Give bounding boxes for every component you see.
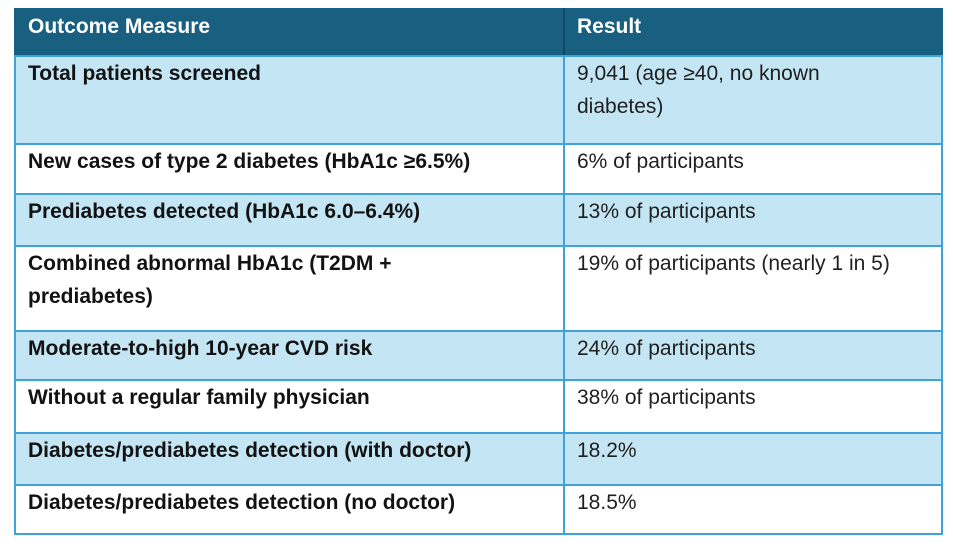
- header-row: Outcome Measure Result: [14, 8, 943, 57]
- measure-cell: New cases of type 2 diabetes (HbA1c ≥6.5…: [14, 143, 565, 195]
- result-cell: 18.2%: [563, 432, 943, 486]
- result-cell: 38% of participants: [563, 379, 943, 434]
- measure-cell: Without a regular family physician: [14, 379, 565, 434]
- table-row: Diabetes/prediabetes detection (no docto…: [14, 484, 943, 535]
- table-row: Combined abnormal HbA1c (T2DM + prediabe…: [14, 245, 943, 332]
- measure-cell: Diabetes/prediabetes detection (no docto…: [14, 484, 565, 535]
- result-cell: 24% of participants: [563, 330, 943, 381]
- table-row: New cases of type 2 diabetes (HbA1c ≥6.5…: [14, 143, 943, 195]
- table-row: Prediabetes detected (HbA1c 6.0–6.4%) 13…: [14, 193, 943, 247]
- measure-cell: Total patients screened: [14, 55, 565, 145]
- header-cell-outcome-measure: Outcome Measure: [14, 8, 565, 57]
- table-row: Total patients screened 9,041 (age ≥40, …: [14, 55, 943, 145]
- result-cell: 6% of participants: [563, 143, 943, 195]
- result-cell: 18.5%: [563, 484, 943, 535]
- table-row: Diabetes/prediabetes detection (with doc…: [14, 432, 943, 486]
- header-cell-result: Result: [563, 8, 943, 57]
- result-cell: 9,041 (age ≥40, no known diabetes): [563, 55, 943, 145]
- measure-cell: Prediabetes detected (HbA1c 6.0–6.4%): [14, 193, 565, 247]
- table-row: Moderate-to-high 10-year CVD risk 24% of…: [14, 330, 943, 381]
- measure-cell: Moderate-to-high 10-year CVD risk: [14, 330, 565, 381]
- result-cell: 13% of participants: [563, 193, 943, 247]
- result-cell: 19% of participants (nearly 1 in 5): [563, 245, 943, 332]
- table-row: Without a regular family physician 38% o…: [14, 379, 943, 434]
- measure-cell: Combined abnormal HbA1c (T2DM + prediabe…: [14, 245, 565, 332]
- results-table: Outcome Measure Result Total patients sc…: [14, 8, 943, 535]
- measure-cell: Diabetes/prediabetes detection (with doc…: [14, 432, 565, 486]
